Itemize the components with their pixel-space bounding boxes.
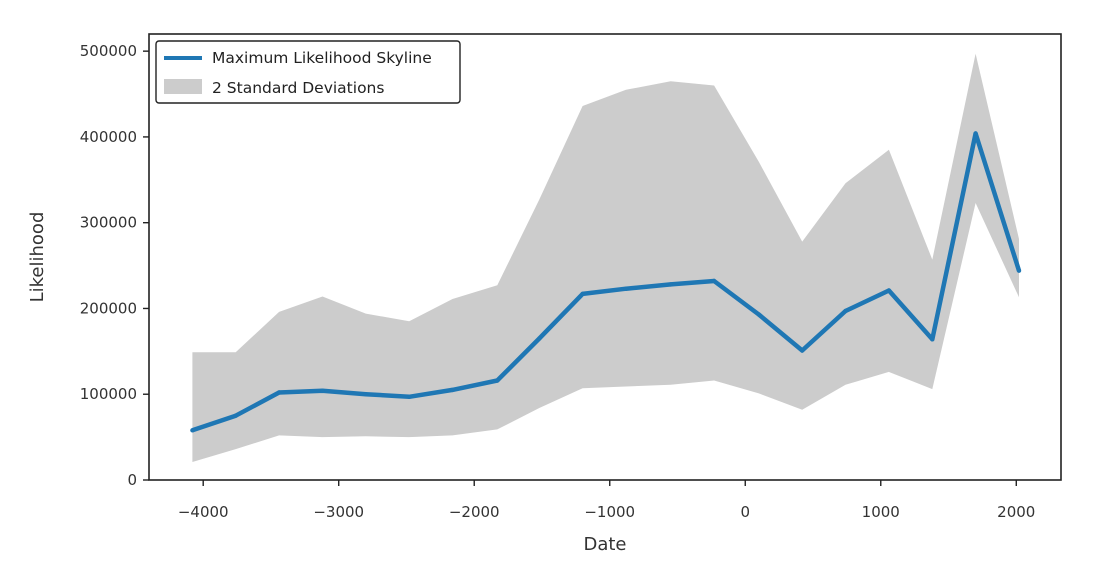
x-tick-label: −1000	[584, 503, 635, 521]
x-tick-label: 1000	[862, 503, 900, 521]
series-layer	[190, 131, 1022, 433]
y-axis: 0 100000 200000 300000 400000 500000	[80, 42, 149, 489]
y-tick-label: 200000	[80, 299, 137, 317]
skyline-point	[580, 291, 585, 297]
skyline-point	[495, 378, 500, 383]
legend-box	[155, 40, 461, 104]
legend-label-skyline: Maximum Likelihood Skyline	[212, 49, 432, 67]
skyline-point	[668, 282, 673, 287]
skyline-point	[537, 336, 542, 341]
skyline-point	[973, 131, 978, 136]
skyline-point	[190, 428, 195, 433]
skyline-point	[623, 286, 629, 291]
skyline-point	[843, 308, 848, 314]
x-tick-label: 0	[740, 503, 750, 521]
y-axis-title: Likelihood	[27, 212, 48, 303]
band-layer	[192, 53, 1019, 462]
skyline-point	[276, 390, 282, 395]
skyline-line	[191, 131, 1022, 433]
x-tick-label: 2000	[997, 503, 1035, 521]
legend: Maximum Likelihood Skyline 2 Standard De…	[155, 40, 461, 104]
skyline-point	[233, 413, 238, 418]
skyline-point	[930, 337, 935, 342]
skyline-point	[407, 394, 412, 399]
y-tick-label: 300000	[80, 214, 137, 232]
skyline-point	[886, 288, 892, 293]
skyline-point	[800, 348, 805, 353]
plot-frame	[148, 33, 1062, 481]
skyline-point	[320, 388, 325, 393]
y-tick-label: 0	[127, 471, 137, 489]
skyline-point	[450, 387, 455, 393]
legend-band-swatch	[164, 79, 202, 94]
legend-label-stddev: 2 Standard Deviations	[212, 79, 384, 97]
std-dev-band	[192, 53, 1019, 462]
x-axis-title: Date	[583, 534, 626, 555]
x-tick-label: −4000	[178, 503, 229, 521]
y-tick-label: 500000	[80, 42, 137, 60]
skyline-point	[756, 312, 761, 317]
skyline-point	[1016, 268, 1022, 273]
x-axis: −4000 −3000 −2000 −1000 0 1000 2000	[178, 480, 1035, 521]
y-tick-label: 400000	[80, 128, 137, 146]
x-tick-label: −3000	[313, 503, 364, 521]
x-tick-label: −2000	[449, 503, 500, 521]
y-tick-label: 100000	[80, 385, 137, 403]
skyline-point	[363, 392, 368, 397]
skyline-point	[711, 278, 717, 284]
